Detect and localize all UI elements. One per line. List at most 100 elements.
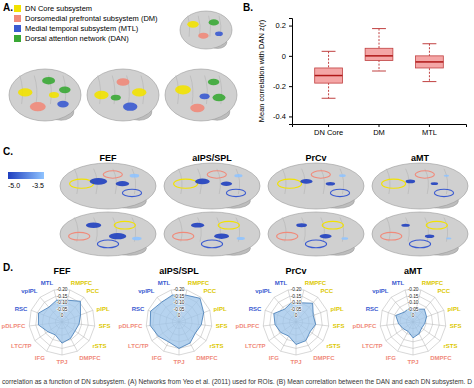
whisker-cap bbox=[322, 98, 336, 99]
brain bbox=[180, 11, 232, 49]
brain-region bbox=[109, 233, 126, 239]
radar-axis-label: RMPFC bbox=[71, 280, 93, 286]
x-tick: MTL bbox=[422, 124, 437, 137]
radar: RMPFCPCCpIPLSFSrSTSDMPFCTPJIFGLTC/TPpDLP… bbox=[236, 280, 345, 365]
brain-region bbox=[114, 221, 135, 229]
brain-sulcus bbox=[34, 76, 37, 105]
radar-tick-label: -0.15 bbox=[291, 294, 302, 299]
brain-sulcus bbox=[198, 218, 202, 242]
radar-area bbox=[396, 308, 427, 338]
radar-axis-label: pIPL bbox=[331, 306, 344, 312]
brain-sulcus bbox=[406, 218, 410, 242]
radar-axis-label: TPJ bbox=[56, 359, 67, 365]
brain-sulcus bbox=[386, 169, 390, 194]
brain-sulcus bbox=[205, 76, 208, 105]
radar-axis-label: IFG bbox=[269, 355, 279, 361]
whisker-cap bbox=[423, 81, 437, 82]
brain-region bbox=[326, 182, 335, 186]
radar-title: FEF bbox=[54, 266, 72, 276]
radar-tick-label: -0.20 bbox=[291, 287, 302, 292]
radar-tick-label: -0.05 bbox=[57, 307, 68, 312]
brain-region bbox=[446, 237, 451, 239]
radar-tick-label: -0.10 bbox=[174, 300, 185, 305]
brain-region bbox=[322, 221, 343, 229]
brain-region bbox=[49, 92, 59, 98]
brain-region bbox=[226, 189, 245, 196]
brain-sulcus bbox=[386, 218, 390, 242]
radar-axis-label: pDLPFC bbox=[119, 323, 143, 329]
radar-axis-label: vpIPL bbox=[372, 288, 389, 294]
radar-axis-label: PCC bbox=[438, 288, 451, 294]
brain-region bbox=[132, 237, 142, 241]
radar-tick-label: -0.10 bbox=[57, 300, 68, 305]
radar-axis-label: RMPFC bbox=[422, 280, 444, 286]
radar-axis-label: pDLPFC bbox=[353, 323, 377, 329]
brain-region bbox=[130, 174, 140, 178]
x-tick-label: DM bbox=[373, 128, 385, 137]
radar-ring bbox=[380, 290, 446, 355]
y-axis-title: Mean correlation with DAN z(r) bbox=[257, 19, 266, 122]
brain-cortex bbox=[372, 163, 468, 209]
radar-axis-label: MTL bbox=[392, 280, 405, 286]
radar-axis-label: rSTS bbox=[92, 343, 106, 349]
radar-title: PrCv bbox=[285, 266, 306, 276]
radar-area bbox=[150, 295, 204, 348]
radar-axis-label: pDLPFC bbox=[2, 323, 26, 329]
brain-region bbox=[415, 171, 434, 178]
radar-tick-label: -0.15 bbox=[408, 294, 419, 299]
radar-axis-label: PCC bbox=[87, 288, 100, 294]
median bbox=[315, 75, 343, 77]
median bbox=[365, 55, 393, 57]
whisker-cap bbox=[372, 71, 386, 72]
radar-axis-label: DMPFC bbox=[430, 355, 452, 361]
radar-axis-label: MTL bbox=[41, 280, 54, 286]
radar-axis-label: TPJ bbox=[407, 359, 418, 365]
radar-axis-label: MTL bbox=[158, 280, 171, 286]
radar-axis-label: RSC bbox=[132, 306, 145, 312]
radar: RMPFCPCCpIPLSFSrSTSDMPFCTPJIFGLTC/TPpDLP… bbox=[353, 280, 462, 365]
brain-region bbox=[207, 171, 226, 178]
brain bbox=[164, 212, 260, 256]
brain-sulcus bbox=[74, 218, 78, 242]
brain-region bbox=[426, 221, 447, 229]
radar-data bbox=[38, 300, 80, 343]
brain-region bbox=[57, 101, 69, 108]
brain-region bbox=[237, 237, 245, 240]
radar-data bbox=[396, 308, 427, 338]
x-axis: DN CoreDMMTL bbox=[293, 124, 467, 137]
radar: RMPFCPCCpIPLSFSrSTSDMPFCTPJIFGLTC/TPpDLP… bbox=[2, 280, 111, 365]
radar-area bbox=[274, 303, 316, 345]
radar-ring bbox=[146, 290, 212, 355]
radar-data bbox=[274, 303, 316, 345]
radar-axis-label: IFG bbox=[152, 355, 162, 361]
radar-grid bbox=[380, 290, 446, 355]
brain bbox=[268, 212, 364, 256]
boxes bbox=[315, 29, 444, 99]
brain-region bbox=[431, 182, 438, 185]
radar-axis-label: RSC bbox=[366, 306, 379, 312]
brain-region bbox=[175, 85, 191, 94]
radar-tick-label: 0 bbox=[61, 313, 64, 318]
brain-region bbox=[215, 32, 223, 37]
radar-axis-label: SFS bbox=[99, 323, 111, 329]
brain-cortex bbox=[164, 212, 260, 256]
whisker-cap bbox=[372, 28, 386, 29]
brain bbox=[372, 163, 468, 209]
brain-sulcus bbox=[217, 169, 221, 194]
brain-region bbox=[117, 78, 130, 85]
brain-sulcus bbox=[425, 218, 429, 242]
brain-region bbox=[330, 189, 349, 196]
radar-axis-label: MTL bbox=[275, 280, 288, 286]
radar-axis-label: pIPL bbox=[448, 306, 461, 312]
radar-axis-label: RSC bbox=[15, 306, 28, 312]
brain-region bbox=[191, 223, 204, 228]
brain-sulcus bbox=[444, 169, 448, 194]
brain-title: aMT bbox=[411, 153, 430, 163]
box bbox=[416, 56, 444, 68]
y-axis-line bbox=[289, 19, 293, 125]
x-tick-label: MTL bbox=[422, 128, 437, 137]
brain-region bbox=[213, 94, 226, 101]
radar-axis-label: TPJ bbox=[290, 359, 301, 365]
brain-region bbox=[173, 232, 194, 240]
radar-tick-label: -0.20 bbox=[174, 287, 185, 292]
